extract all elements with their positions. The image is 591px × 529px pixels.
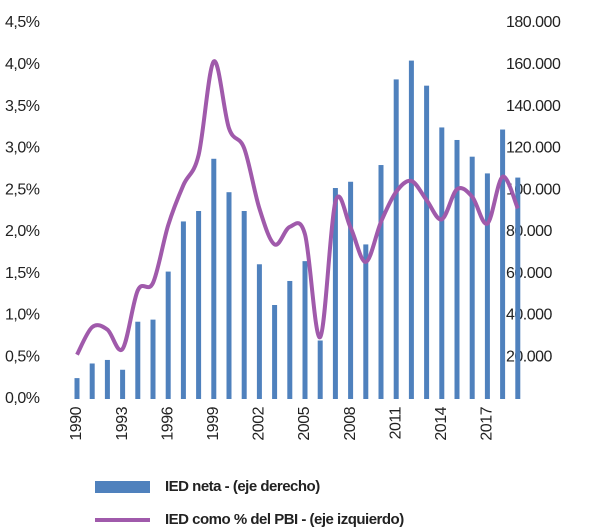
legend-label: IED neta - (eje derecho) xyxy=(165,478,320,495)
x-tick-label: 2002 xyxy=(251,406,268,440)
x-tick-label: 2008 xyxy=(342,406,359,440)
bar xyxy=(332,188,338,399)
y-tick-label: 4,5% xyxy=(5,14,40,31)
y-tick-label: 3,0% xyxy=(5,140,40,157)
bar xyxy=(424,85,430,400)
bar xyxy=(211,158,217,399)
bar xyxy=(378,165,384,399)
x-tick-label: 1990 xyxy=(68,406,85,440)
bar xyxy=(408,60,414,399)
bar xyxy=(484,173,490,399)
x-tick-label: 2005 xyxy=(296,406,313,440)
x-tick-label: 1993 xyxy=(114,406,131,440)
bar xyxy=(165,271,171,399)
y2-tick-label: 60.000 xyxy=(506,265,553,282)
legend-swatch xyxy=(95,481,150,493)
bar xyxy=(500,129,506,400)
bar xyxy=(454,139,460,399)
y-tick-label: 3,5% xyxy=(5,98,40,115)
bar xyxy=(317,340,323,399)
bar xyxy=(272,305,278,399)
x-tick-label: 1996 xyxy=(159,406,176,440)
y2-tick-label: 80.000 xyxy=(506,223,553,240)
bar xyxy=(363,244,369,399)
y2-tick-label: 180.000 xyxy=(506,14,561,31)
y-tick-label: 2,0% xyxy=(5,223,40,240)
bar xyxy=(393,79,399,400)
line xyxy=(75,59,520,356)
bar xyxy=(256,264,262,399)
x-tick-label: 2017 xyxy=(479,406,496,440)
bar xyxy=(89,363,95,399)
bar xyxy=(74,378,80,399)
bar xyxy=(469,156,475,399)
y2-tick-label: 120.000 xyxy=(506,140,561,157)
bar xyxy=(287,280,293,399)
bar xyxy=(104,359,110,399)
y-tick-label: 0,5% xyxy=(5,348,40,365)
legend-label: IED como % del PBI - (eje izquierdo) xyxy=(165,511,404,528)
bar xyxy=(150,319,156,399)
bar xyxy=(120,369,126,399)
y-tick-label: 1,0% xyxy=(5,307,40,324)
bar xyxy=(135,321,141,399)
bar xyxy=(515,177,521,399)
x-tick-label: 1999 xyxy=(205,406,222,440)
bar xyxy=(241,211,247,399)
bar xyxy=(196,211,202,399)
bar xyxy=(348,181,354,399)
bar xyxy=(439,127,445,399)
y2-tick-label: 40.000 xyxy=(506,307,553,324)
y-tick-label: 1,5% xyxy=(5,265,40,282)
x-tick-label: 2011 xyxy=(387,406,404,439)
bar xyxy=(302,261,308,399)
y-tick-label: 4,0% xyxy=(5,56,40,73)
y2-tick-label: 140.000 xyxy=(506,98,561,115)
y-tick-label: 2,5% xyxy=(5,181,40,198)
x-tick-label: 2014 xyxy=(433,406,450,440)
y2-tick-label: 20.000 xyxy=(506,348,553,365)
bar xyxy=(180,221,186,399)
y2-tick-label: 160.000 xyxy=(506,56,561,73)
y-tick-label: 0,0% xyxy=(5,390,40,407)
bar xyxy=(226,192,232,399)
